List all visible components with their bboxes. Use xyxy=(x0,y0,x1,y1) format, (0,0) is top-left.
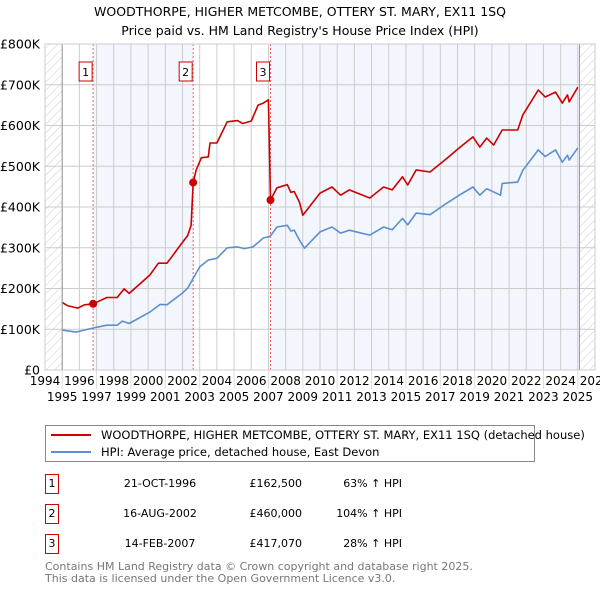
x-tick-label: 2005 xyxy=(219,390,250,404)
y-tick-label: £300K xyxy=(0,240,41,255)
x-tick-label: 2001 xyxy=(150,390,181,404)
x-tick-label: 1995 xyxy=(47,390,78,404)
x-tick-label: 2015 xyxy=(391,390,422,404)
sale-number-badge: 2 xyxy=(45,504,59,524)
y-tick-label: £100K xyxy=(0,322,41,337)
sale-point xyxy=(266,196,275,205)
sale-price: £460,000 xyxy=(249,507,303,520)
x-tick-label: 2003 xyxy=(184,390,215,404)
legend-label-property: WOODTHORPE, HIGHER METCOMBE, OTTERY ST. … xyxy=(101,428,585,442)
x-tick-label: 2026 xyxy=(580,374,600,388)
property-price-line xyxy=(61,86,579,309)
footer-copyright: Contains HM Land Registry data © Crown c… xyxy=(45,560,473,573)
x-tick-label: 2013 xyxy=(356,390,387,404)
sale-label-box xyxy=(256,61,270,82)
x-tick-label: 2006 xyxy=(236,374,267,388)
x-tick-label: 2012 xyxy=(339,374,370,388)
y-tick-label: £700K xyxy=(0,77,41,92)
sale-date: 14-FEB-2007 xyxy=(124,537,196,550)
sale-date: 16-AUG-2002 xyxy=(123,507,197,520)
sale-number-badge: 1 xyxy=(45,474,59,494)
legend: WOODTHORPE, HIGHER METCOMBE, OTTERY ST. … xyxy=(45,425,585,462)
sale-hpi-diff: 63% ↑ HPI xyxy=(343,477,402,490)
x-tick-label: 2024 xyxy=(545,374,576,388)
y-tick-label: £0 xyxy=(24,363,40,378)
chart: WOODTHORPE, HIGHER METCOMBE, OTTERY ST. … xyxy=(0,4,600,404)
sale-row: 1 21-OCT-1996 £162,500 63% ↑ HPI xyxy=(45,474,545,494)
sale-hpi-diff: 28% ↑ HPI xyxy=(343,537,402,550)
x-tick-label: 1999 xyxy=(116,390,147,404)
sale-label: 3 xyxy=(260,66,267,79)
x-tick-label: 2020 xyxy=(477,374,508,388)
sale-label-box xyxy=(178,61,193,82)
sale-date: 21-OCT-1996 xyxy=(123,477,197,490)
x-tick-label: 2017 xyxy=(425,390,456,404)
sale-price: £162,500 xyxy=(249,477,303,490)
x-tick-label: 2021 xyxy=(494,390,525,404)
sale-point xyxy=(189,178,198,187)
sale-hpi-diff: 104% ↑ HPI xyxy=(336,507,402,520)
y-tick-label: £600K xyxy=(0,118,41,133)
x-tick-label: 2018 xyxy=(442,374,473,388)
y-tick-label: £800K xyxy=(0,37,41,52)
x-tick-label: 2025 xyxy=(563,390,594,404)
footer-licence: This data is licensed under the Open Gov… xyxy=(45,572,396,585)
x-tick-label: 2022 xyxy=(511,374,542,388)
sale-label: 1 xyxy=(82,66,89,79)
sale-label-box xyxy=(78,61,93,82)
sale-point xyxy=(89,299,98,308)
x-tick-label: 2023 xyxy=(528,390,559,404)
x-tick-label: 2008 xyxy=(270,374,301,388)
legend-swatch-hpi xyxy=(51,451,91,453)
x-tick-label: 2009 xyxy=(288,390,319,404)
y-tick-label: £200K xyxy=(0,281,41,296)
hpi-line xyxy=(62,147,579,333)
chart-subtitle: Price paid vs. HM Land Registry's House … xyxy=(121,23,478,38)
sale-row: 2 16-AUG-2002 £460,000 104% ↑ HPI xyxy=(45,504,545,524)
y-tick-label: £500K xyxy=(0,159,41,174)
x-tick-label: 2010 xyxy=(305,374,336,388)
x-tick-label: 2016 xyxy=(408,374,439,388)
sale-price: £417,070 xyxy=(249,537,303,550)
x-tick-label: 2002 xyxy=(167,374,198,388)
x-tick-label: 2011 xyxy=(322,390,353,404)
x-tick-label: 2000 xyxy=(133,374,164,388)
sale-number-badge: 3 xyxy=(45,534,59,554)
legend-swatch-property xyxy=(51,434,91,436)
x-tick-label: 1997 xyxy=(81,390,112,404)
x-tick-label: 1994 xyxy=(30,374,61,388)
y-tick-label: £400K xyxy=(0,200,41,215)
sale-row: 3 14-FEB-2007 £417,070 28% ↑ HPI xyxy=(45,534,545,554)
legend-label-hpi: HPI: Average price, detached house, East… xyxy=(101,445,380,459)
chart-title: WOODTHORPE, HIGHER METCOMBE, OTTERY ST. … xyxy=(94,4,506,19)
x-tick-label: 2019 xyxy=(459,390,490,404)
x-tick-label: 2007 xyxy=(253,390,284,404)
x-tick-label: 2014 xyxy=(373,374,404,388)
legend-item-property: WOODTHORPE, HIGHER METCOMBE, OTTERY ST. … xyxy=(46,427,585,443)
legend-item-hpi: HPI: Average price, detached house, East… xyxy=(46,444,379,460)
sale-label: 2 xyxy=(182,66,189,79)
x-tick-label: 2004 xyxy=(202,374,233,388)
plot-border xyxy=(44,43,596,371)
x-tick-label: 1998 xyxy=(98,374,129,388)
x-tick-label: 1996 xyxy=(64,374,95,388)
